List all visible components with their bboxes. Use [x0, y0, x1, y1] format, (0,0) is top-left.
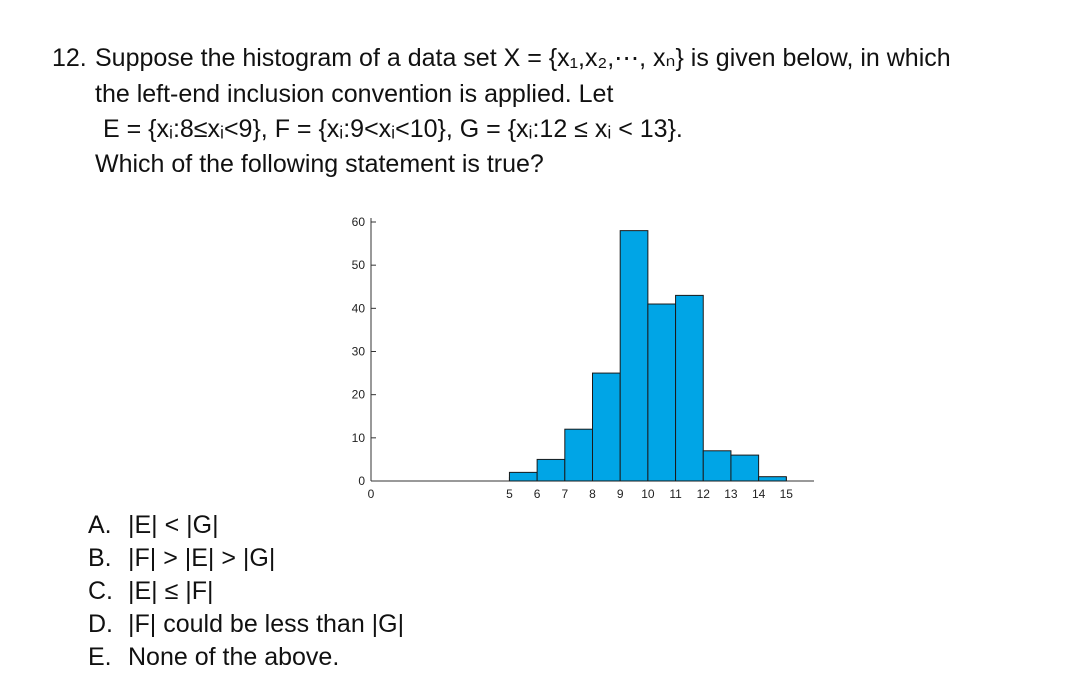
bar: [508, 471, 538, 482]
bar: [675, 294, 704, 482]
option-text: |F| could be less than |G|: [128, 610, 404, 638]
option-text: None of the above.: [128, 643, 339, 671]
option-text: |E| ≤ |F|: [128, 577, 214, 605]
x-tick-label: 14: [752, 487, 766, 501]
question-line: the left-end inclusion convention is app…: [95, 80, 613, 108]
option-letter: C.: [88, 577, 113, 605]
option-letter: B.: [88, 544, 112, 572]
x-tick-label: 12: [697, 487, 711, 501]
bar: [536, 458, 566, 482]
y-tick-label: 40: [352, 301, 366, 315]
bar: [758, 476, 787, 482]
x-tick-label: 15: [780, 487, 794, 501]
y-tick-label: 60: [352, 215, 366, 229]
x-tick-label: 8: [589, 487, 596, 501]
y-tick-label: 20: [352, 388, 366, 402]
y-tick-label: 0: [358, 474, 365, 488]
option-letter: D.: [88, 610, 113, 638]
y-tick-label: 50: [352, 258, 366, 272]
y-tick-label: 30: [352, 345, 366, 359]
bar: [647, 303, 677, 482]
question-line: Suppose the histogram of a data set X = …: [95, 44, 951, 72]
option-text: |F| > |E| > |G|: [128, 544, 275, 572]
question-line: Which of the following statement is true…: [95, 150, 544, 178]
question-number: 12.: [52, 44, 87, 72]
bar: [592, 372, 621, 482]
x-tick-label: 11: [669, 487, 682, 501]
bar: [564, 428, 593, 482]
x-tick-label: 7: [561, 487, 568, 501]
bar: [730, 454, 760, 482]
option-text: |E| < |G|: [128, 511, 219, 539]
bar: [619, 230, 649, 482]
options: A. |E| < |G| B. |F| > |E| > |G| C. |E| ≤ |F| D…: [88, 511, 404, 671]
y-tick-label: 10: [352, 431, 366, 445]
question-line: E = {xᵢ:8≤xᵢ<9}, F = {xᵢ:9<xᵢ<10}, G = {…: [103, 115, 683, 143]
x-tick-label: 0: [368, 487, 375, 501]
histogram: 0 10 20 30 40 50 60 0 5 6 7 8 9 10 11 12 13 14 15: [352, 215, 814, 501]
x-tick-label: 13: [724, 487, 738, 501]
option-letter: E.: [88, 643, 112, 671]
option-letter: A.: [88, 511, 112, 539]
x-tick-label: 10: [641, 487, 655, 501]
x-tick-label: 6: [534, 487, 541, 501]
bar: [702, 450, 732, 482]
x-tick-label: 9: [617, 487, 624, 501]
x-tick-label: 5: [506, 487, 513, 501]
